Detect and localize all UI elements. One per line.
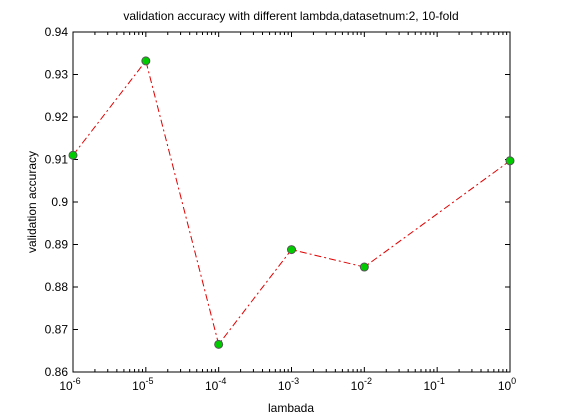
series-line	[72, 59, 511, 346]
data-point	[141, 56, 151, 66]
x-tick-exponent: -5	[146, 376, 154, 386]
y-tick-label: 0.91	[45, 153, 69, 167]
series-layer	[68, 56, 515, 349]
y-tick-label: 0.92	[45, 110, 69, 124]
x-tick-exponent: -3	[291, 376, 299, 386]
data-point	[505, 156, 515, 166]
x-tick-exponent: -2	[364, 376, 372, 386]
data-point	[68, 150, 78, 160]
x-tick-label: 10-5	[132, 376, 153, 393]
y-axis-ticks: 0.86 0.87 0.88 0.89 0.9 0.91 0.92 0.93 0.94	[45, 25, 510, 379]
y-tick-label: 0.88	[45, 280, 69, 294]
x-tick-base: 10	[278, 379, 292, 393]
x-tick-base: 10	[59, 379, 73, 393]
y-tick-label: 0.93	[45, 68, 69, 82]
x-tick-exponent: -1	[437, 376, 445, 386]
x-tick-exponent: 0	[511, 376, 516, 386]
chart-title: validation accuracy with different lambd…	[123, 9, 458, 23]
x-tick-base: 10	[423, 379, 437, 393]
data-point	[359, 262, 369, 272]
y-tick-label: 0.94	[45, 25, 69, 39]
plot-area	[72, 31, 511, 373]
y-tick-label: 0.86	[45, 365, 69, 379]
x-tick-base: 10	[498, 379, 512, 393]
x-tick-exponent: -4	[218, 376, 226, 386]
x-axis-title: lambada	[268, 401, 314, 415]
x-tick-label: 10-1	[423, 376, 444, 393]
x-tick-base: 10	[351, 379, 365, 393]
x-tick-label: 10-3	[278, 376, 299, 393]
x-tick-base: 10	[132, 379, 146, 393]
x-tick-label: 10-2	[351, 376, 372, 393]
x-axis-ticks: 10-6 10-5 10-4 10-3 10-2 10-1 100	[59, 32, 516, 393]
x-tick-base: 10	[205, 379, 219, 393]
data-point	[287, 245, 296, 255]
y-axis-title: validation accuracy	[25, 151, 39, 253]
data-point	[214, 339, 224, 349]
x-tick-label: 10-6	[59, 376, 80, 393]
y-tick-label: 0.89	[45, 238, 69, 252]
x-tick-label: 10-4	[205, 376, 226, 393]
y-tick-label: 0.9	[51, 195, 68, 209]
x-tick-exponent: -6	[73, 376, 81, 386]
x-tick-label: 100	[498, 376, 516, 393]
y-tick-label: 0.87	[45, 323, 69, 337]
